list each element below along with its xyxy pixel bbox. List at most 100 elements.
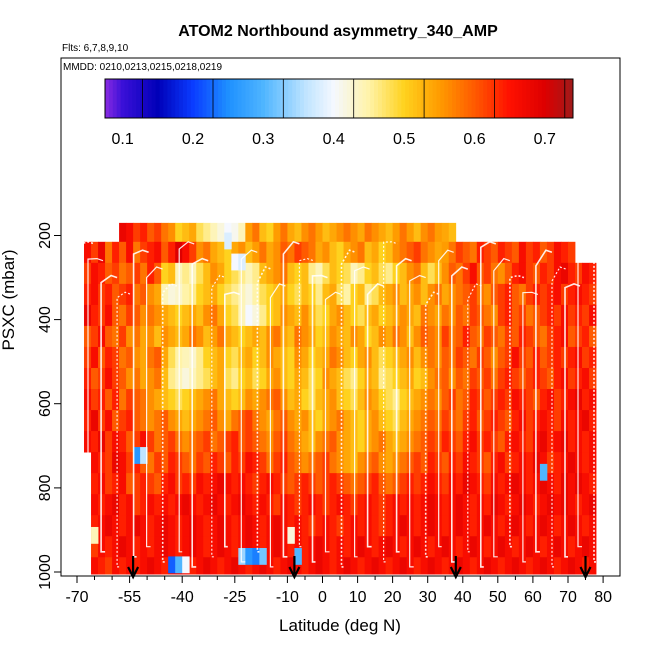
- heatmap-cell: [413, 304, 422, 327]
- heatmap-cell: [259, 515, 267, 537]
- heatmap-cell: [126, 346, 134, 369]
- heatmap-cell: [105, 557, 113, 575]
- heatmap-cell: [91, 473, 99, 495]
- heatmap-cell: [217, 304, 225, 327]
- heatmap-cell: [119, 262, 127, 285]
- flight-profile-line: [87, 257, 104, 563]
- heatmap-cell: [140, 410, 148, 432]
- heatmap-cell: [196, 262, 204, 285]
- colorbar-segment: [432, 79, 437, 118]
- heatmap-cell: [161, 473, 169, 495]
- heatmap-cell: [546, 325, 555, 348]
- heatmap-cell: [378, 515, 387, 537]
- heatmap-cell: [539, 367, 548, 390]
- heatmap-cell: [294, 548, 302, 565]
- heatmap-cell: [378, 389, 387, 411]
- heatmap-cell: [315, 367, 323, 390]
- heatmap-cell: [582, 431, 590, 453]
- heatmap-cell: [589, 283, 597, 306]
- heatmap-cell: [567, 304, 576, 327]
- heatmap-cell: [589, 367, 597, 390]
- heatmap-cell: [553, 346, 562, 369]
- heatmap-cell: [385, 367, 394, 390]
- heatmap-cell: [140, 325, 148, 348]
- heatmap-cell: [168, 515, 176, 537]
- heatmap-cell: [490, 515, 499, 537]
- heatmap-cell: [168, 367, 176, 390]
- heatmap-cell: [329, 367, 337, 390]
- heatmap-cell: [91, 557, 99, 575]
- heatmap-cell: [483, 325, 492, 348]
- heatmap-cell: [154, 515, 162, 537]
- heatmap-cell: [406, 389, 415, 411]
- heatmap-cell: [567, 367, 576, 390]
- heatmap-cell: [119, 557, 127, 575]
- latitude-arrow-head: [127, 566, 140, 580]
- heatmap-cell: [336, 452, 344, 474]
- heatmap-cell: [518, 241, 527, 264]
- heatmap-cell: [210, 325, 218, 348]
- colorbar-segment: [459, 79, 465, 118]
- heatmap-cell: [455, 241, 464, 264]
- colorbar-segment: [186, 79, 192, 118]
- heatmap-cell: [238, 367, 246, 390]
- heatmap-cell: [301, 473, 309, 495]
- heatmap-cell: [168, 325, 176, 348]
- heatmap-cell: [462, 557, 471, 575]
- heatmap-cell: [322, 262, 330, 285]
- heatmap-cell: [589, 557, 597, 575]
- heatmap-cell: [406, 222, 415, 243]
- heatmap-cell: [133, 325, 141, 348]
- heatmap-cell: [105, 346, 113, 369]
- heatmap-cell: [91, 346, 99, 369]
- heatmap-cell: [175, 556, 183, 574]
- colorbar-segment: [136, 79, 141, 118]
- heatmap-cell: [154, 241, 162, 264]
- heatmap-cell: [154, 452, 162, 474]
- heatmap-cell: [245, 494, 253, 516]
- heatmap-cell: [406, 262, 415, 285]
- heatmap-cell: [511, 325, 520, 348]
- heatmap-cell: [582, 304, 590, 327]
- heatmap-cell: [589, 494, 597, 516]
- heatmap-cell: [133, 557, 141, 575]
- heatmap-cell: [161, 325, 169, 348]
- heatmap-cell: [441, 283, 450, 306]
- heatmap-cell: [294, 494, 302, 516]
- heatmap-cell: [245, 389, 253, 411]
- heatmap-cell: [378, 241, 387, 264]
- heatmap-cell: [294, 283, 302, 306]
- heatmap-cell: [483, 452, 492, 474]
- heatmap-cell: [385, 431, 394, 453]
- flight-profile-line: [395, 257, 412, 553]
- heatmap-cell: [196, 410, 204, 432]
- flight-profile-line: [467, 283, 482, 553]
- heatmap-cell: [252, 367, 260, 390]
- heatmap-cell: [182, 473, 190, 495]
- heatmap-cell: [385, 410, 394, 432]
- heatmap-cell: [322, 367, 330, 390]
- heatmap-cell: [399, 367, 408, 390]
- heatmap-cell: [420, 410, 429, 432]
- heatmap-cell: [224, 232, 232, 250]
- heatmap-cell: [427, 304, 436, 327]
- heatmap-cell: [322, 304, 330, 327]
- heatmap-cell: [490, 536, 499, 558]
- heatmap-cell: [420, 241, 429, 264]
- heatmap-cell: [574, 515, 583, 537]
- heatmap-cell: [203, 557, 211, 575]
- heatmap-cell: [490, 389, 499, 411]
- heatmap-cell: [413, 515, 422, 537]
- heatmap-cell: [336, 304, 344, 327]
- heatmap-cell: [217, 283, 225, 306]
- latitude-arrow-head: [288, 566, 301, 580]
- heatmap-cell: [105, 536, 113, 558]
- heatmap-cell: [133, 447, 141, 464]
- heatmap-cell: [462, 389, 471, 411]
- heatmap-cell: [196, 346, 204, 369]
- heatmap-cell: [252, 222, 260, 243]
- heatmap-cell: [112, 410, 120, 432]
- heatmap-cell: [168, 283, 176, 306]
- heatmap-cell: [455, 494, 464, 516]
- heatmap-cell: [441, 410, 450, 432]
